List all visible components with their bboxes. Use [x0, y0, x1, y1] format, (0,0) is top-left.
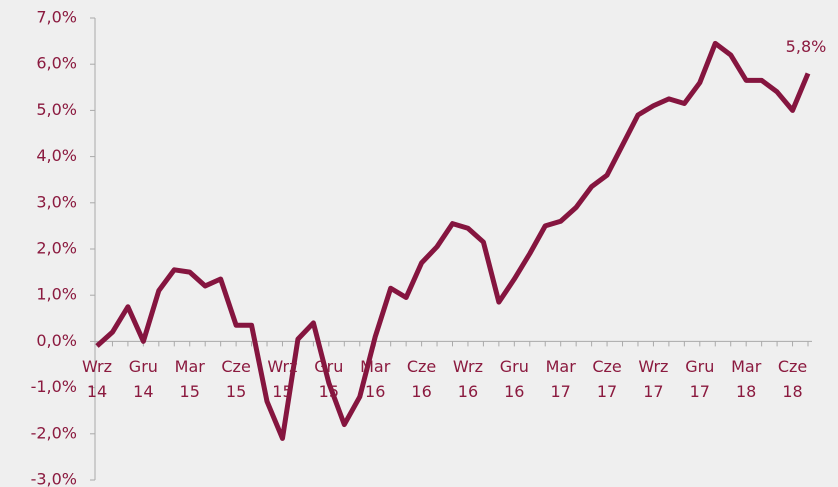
x-tick-label: Mar 17: [545, 357, 576, 401]
x-tick-label: Mar 18: [731, 357, 762, 401]
x-tick-label: Wrz 14: [81, 357, 113, 401]
x-tick-label: Mar 15: [174, 357, 205, 401]
y-tick-label: -2,0%: [31, 423, 77, 442]
x-tick-label: Cze 15: [221, 357, 251, 401]
line-series: [95, 40, 811, 441]
y-tick-label: -3,0%: [31, 470, 77, 487]
x-tick-label: Gru 16: [499, 357, 529, 401]
data-label: 5,8%: [786, 37, 827, 56]
x-tick-label: Cze 16: [406, 357, 437, 401]
x-tick-label: Cze 17: [592, 357, 622, 401]
y-tick-label: 0,0%: [36, 331, 77, 350]
x-tick-label: Gru 15: [314, 357, 344, 401]
x-tick-label: Gru 14: [128, 357, 158, 401]
y-tick-label: 3,0%: [36, 192, 77, 211]
x-tick-label: Wrz 17: [638, 357, 669, 401]
y-tick-label: -1,0%: [31, 377, 77, 396]
y-tick-label: 5,0%: [36, 100, 77, 119]
x-tick-label: Mar 16: [360, 357, 391, 401]
x-tick-label: Gru 17: [685, 357, 715, 401]
x-tick-label: Wrz 16: [452, 357, 483, 401]
x-tick-label: Cze 18: [777, 357, 808, 401]
x-tick-label: Wrz 15: [267, 357, 298, 401]
y-tick-label: 4,0%: [36, 146, 77, 165]
y-tick-label: 6,0%: [36, 54, 77, 73]
y-tick-label: 2,0%: [36, 239, 77, 258]
y-tick-label: 7,0%: [36, 8, 77, 27]
y-tick-label: 1,0%: [36, 285, 77, 304]
